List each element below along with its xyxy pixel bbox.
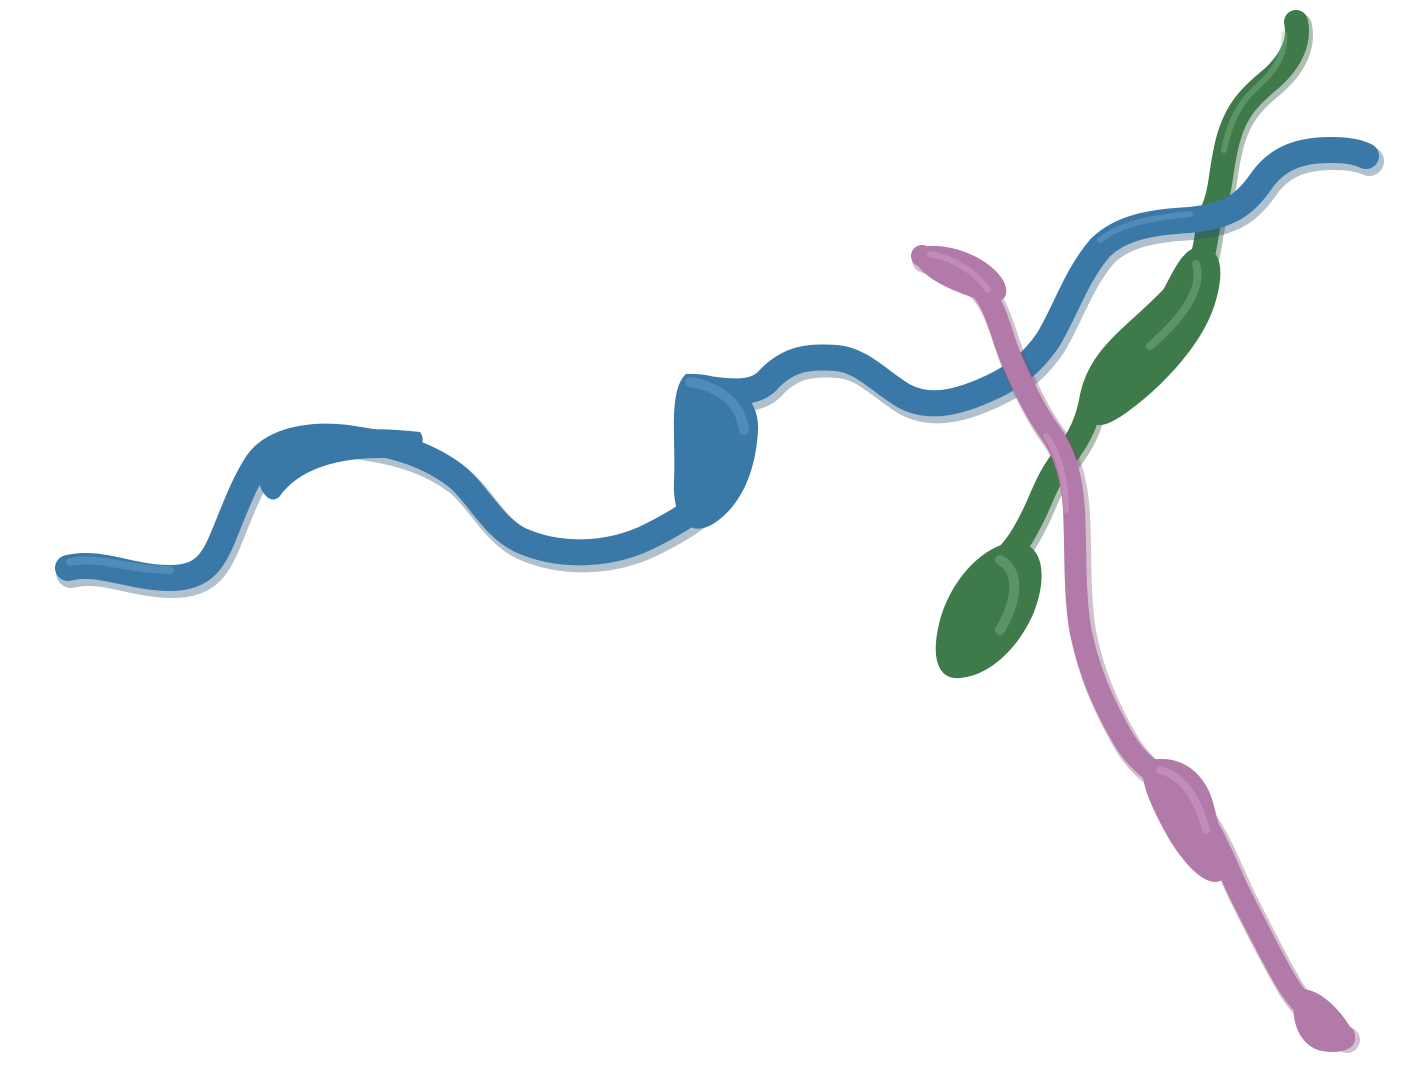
pink-neurite-segment <box>911 245 1360 1053</box>
green-neurite-segment <box>935 10 1313 679</box>
blue-neurite-segment <box>55 137 1384 598</box>
